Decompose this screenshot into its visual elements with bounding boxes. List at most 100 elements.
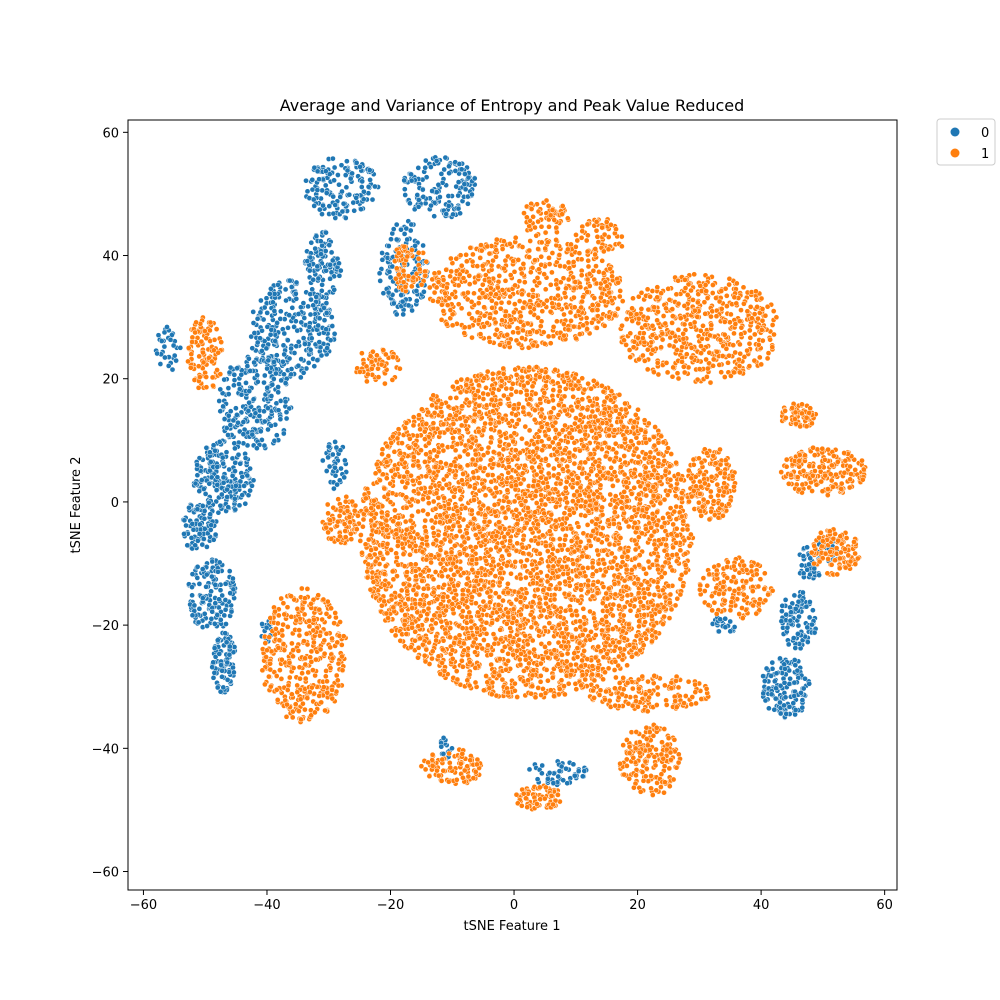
series-1-point [586,538,592,544]
series-0-point [545,776,551,782]
series-1-point [677,547,684,554]
series-0-point [237,460,244,467]
series-0-point [351,207,358,214]
series-0-point [261,418,268,425]
series-1-point [416,480,423,486]
series-1-point [624,592,631,599]
series-0-point [786,703,793,710]
series-0-point [199,595,206,601]
series-1-point [622,436,628,442]
series-0-point [199,566,206,572]
series-1-point [514,540,521,547]
series-1-point [427,484,434,491]
series-0-point [278,377,285,384]
series-0-point [207,511,214,518]
series-0-point [317,238,324,245]
series-0-point [196,605,203,612]
series-1-point [472,679,479,686]
series-1-point [463,581,470,588]
series-0-point [155,332,162,339]
series-0-point [319,211,325,217]
series-1-point [577,411,584,418]
series-0-point [194,462,200,468]
series-0-point [322,248,329,254]
series-0-point [217,617,224,623]
series-0-point [261,304,268,311]
series-1-point [407,551,413,558]
series-0-point [189,521,196,527]
series-1-point [450,420,457,427]
series-0-point [327,261,333,268]
series-1-point [473,600,479,607]
series-0-point [189,612,196,619]
series-0-point [219,667,225,674]
series-1-point [511,498,518,505]
series-1-point [607,491,614,498]
series-0-point [209,558,216,565]
series-0-point [339,188,345,195]
series-1-point [617,545,624,552]
series-0-point [727,618,734,625]
series-0-point [445,203,452,209]
series-1-point [580,605,587,612]
series-1-point [589,663,596,669]
series-1-point [397,637,404,644]
series-1-point [526,411,532,417]
series-0-point [227,364,234,371]
series-0-point [226,369,233,376]
series-0-point [323,190,330,196]
series-1-point [666,615,673,621]
series-1-point [562,691,568,698]
series-0-point [400,311,407,318]
series-1-point [612,493,619,499]
series-1-point [513,547,520,554]
series-0-point [792,707,799,713]
series-1-point [507,645,514,652]
series-0-point [242,500,249,507]
series-0-point [358,206,364,213]
series-0-point [816,572,822,578]
series-1-point [667,591,674,598]
series-0-point [302,341,308,347]
series-0-point [379,250,385,256]
series-0-point [197,521,203,528]
series-0-point [445,193,452,199]
series-0-point [415,197,422,203]
series-1-point [627,607,634,614]
series-1-point [497,438,503,445]
series-1-point [489,472,496,478]
series-0-point [340,200,347,207]
series-1-point [522,423,529,430]
series-1-point [522,498,529,504]
series-1-point [393,550,399,557]
series-1-point [485,472,491,478]
series-0-point [806,561,812,568]
series-1-point [679,526,686,533]
series-0-point [342,215,349,221]
series-1-point [579,470,586,477]
series-0-point [405,302,412,309]
series-0-point [283,409,290,416]
series-0-point [164,324,170,330]
series-1-point [438,539,445,546]
series-0-point [218,662,224,668]
series-1-point [422,517,429,524]
series-0-point [293,318,299,325]
series-0-point [234,412,240,418]
series-0-point [357,163,363,170]
series-0-point [413,288,420,294]
series-0-point [161,329,168,336]
series-1-point [599,525,606,531]
series-0-point [196,530,203,537]
series-1-point [636,618,643,625]
series-0-point [194,575,201,581]
series-1-point [611,647,618,654]
series-0-point [235,451,242,458]
series-0-point [778,618,785,625]
series-1-point [508,385,515,392]
series-1-point [432,505,439,512]
series-0-point [768,673,774,679]
series-0-point [239,492,246,498]
series-0-point [795,622,802,629]
series-1-point [594,516,601,523]
